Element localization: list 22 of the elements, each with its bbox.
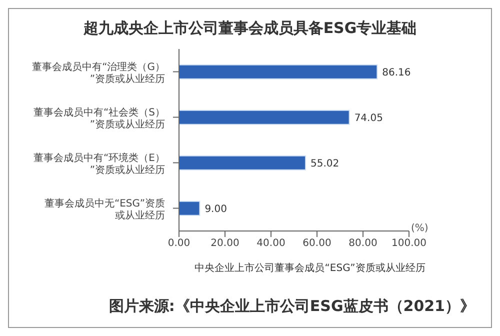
data-label: 86.16	[382, 67, 411, 78]
y-tick-label: 董事会成员中有“社会类（S）”资质或从业经历	[33, 106, 165, 130]
data-label: 55.02	[310, 158, 340, 170]
text: 图片来源:《中央企业上市公司ESG蓝皮书（2021）》	[108, 297, 476, 316]
x-tick-label: 100.00	[392, 238, 426, 250]
bar	[179, 110, 350, 125]
x-tick-label: 80.00	[348, 238, 378, 250]
text: (%)	[411, 223, 428, 234]
bar	[179, 64, 378, 80]
y-tick-label: 董事会成员中有“环境类（E）”资质或从业经历	[34, 152, 165, 176]
bar	[179, 200, 200, 216]
x-tick-label: 20.00	[210, 238, 240, 250]
data-label: 74.05	[354, 112, 383, 124]
bar	[179, 155, 306, 170]
chart-title: 超九成央企上市公司董事会成员具备ESG专业基础	[82, 19, 418, 39]
y-tick-label: 董事会成员中有“治理类（G）”资质或从业经历	[32, 60, 165, 85]
x-tick-label: 0.00	[168, 238, 190, 250]
x-axis-title: 中央企业上市公司董事会成员“ESG”资质或从业经历	[194, 262, 426, 275]
x-tick-label: 40.00	[256, 238, 286, 250]
y-tick-label: 董事会成员中无“ESG”资质或从业经历	[44, 197, 165, 222]
data-label: 9.00	[204, 204, 227, 215]
x-tick-label: 60.00	[302, 238, 332, 250]
